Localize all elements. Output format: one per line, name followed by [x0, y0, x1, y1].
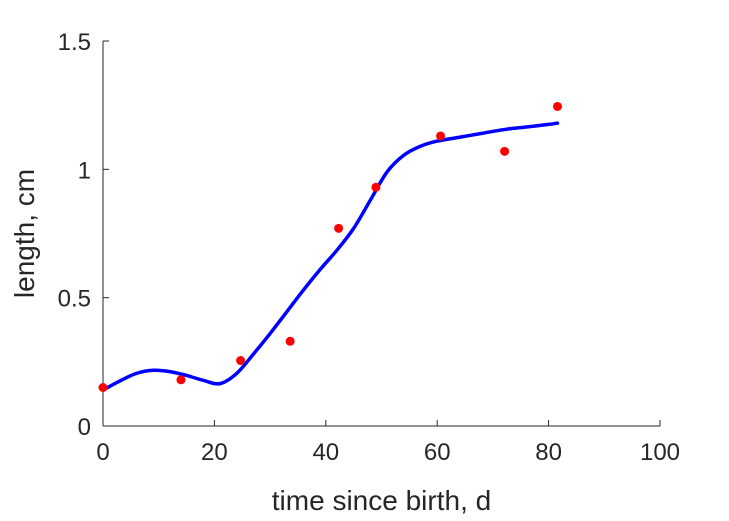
y-tick-label: 1 [78, 157, 91, 184]
data-point [236, 356, 246, 366]
data-point [176, 375, 186, 385]
x-tick-label: 20 [201, 439, 228, 466]
x-tick-label: 100 [640, 439, 680, 466]
data-point [500, 146, 510, 156]
fit-curve [101, 121, 560, 392]
data-point [334, 223, 344, 233]
ticks: 0 20 40 60 80 100 0 0.5 1 1.5 [58, 29, 680, 466]
data-point [436, 131, 446, 141]
axes [102, 41, 660, 427]
x-tick-label: 40 [312, 439, 339, 466]
y-tick-label: 1.5 [58, 29, 91, 56]
data-point [285, 336, 295, 346]
y-tick-label: 0.5 [58, 286, 91, 313]
data-point [98, 383, 108, 392]
data-point [553, 101, 563, 111]
x-tick-label: 60 [424, 439, 451, 466]
x-axis-title: time since birth, d [272, 485, 491, 516]
x-tick-label: 80 [535, 439, 562, 466]
x-tick-label: 0 [96, 439, 109, 466]
plot-area [98, 101, 563, 392]
data-point [371, 182, 381, 192]
y-axis-title: length, cm [9, 169, 40, 298]
y-tick-label: 0 [78, 414, 91, 441]
